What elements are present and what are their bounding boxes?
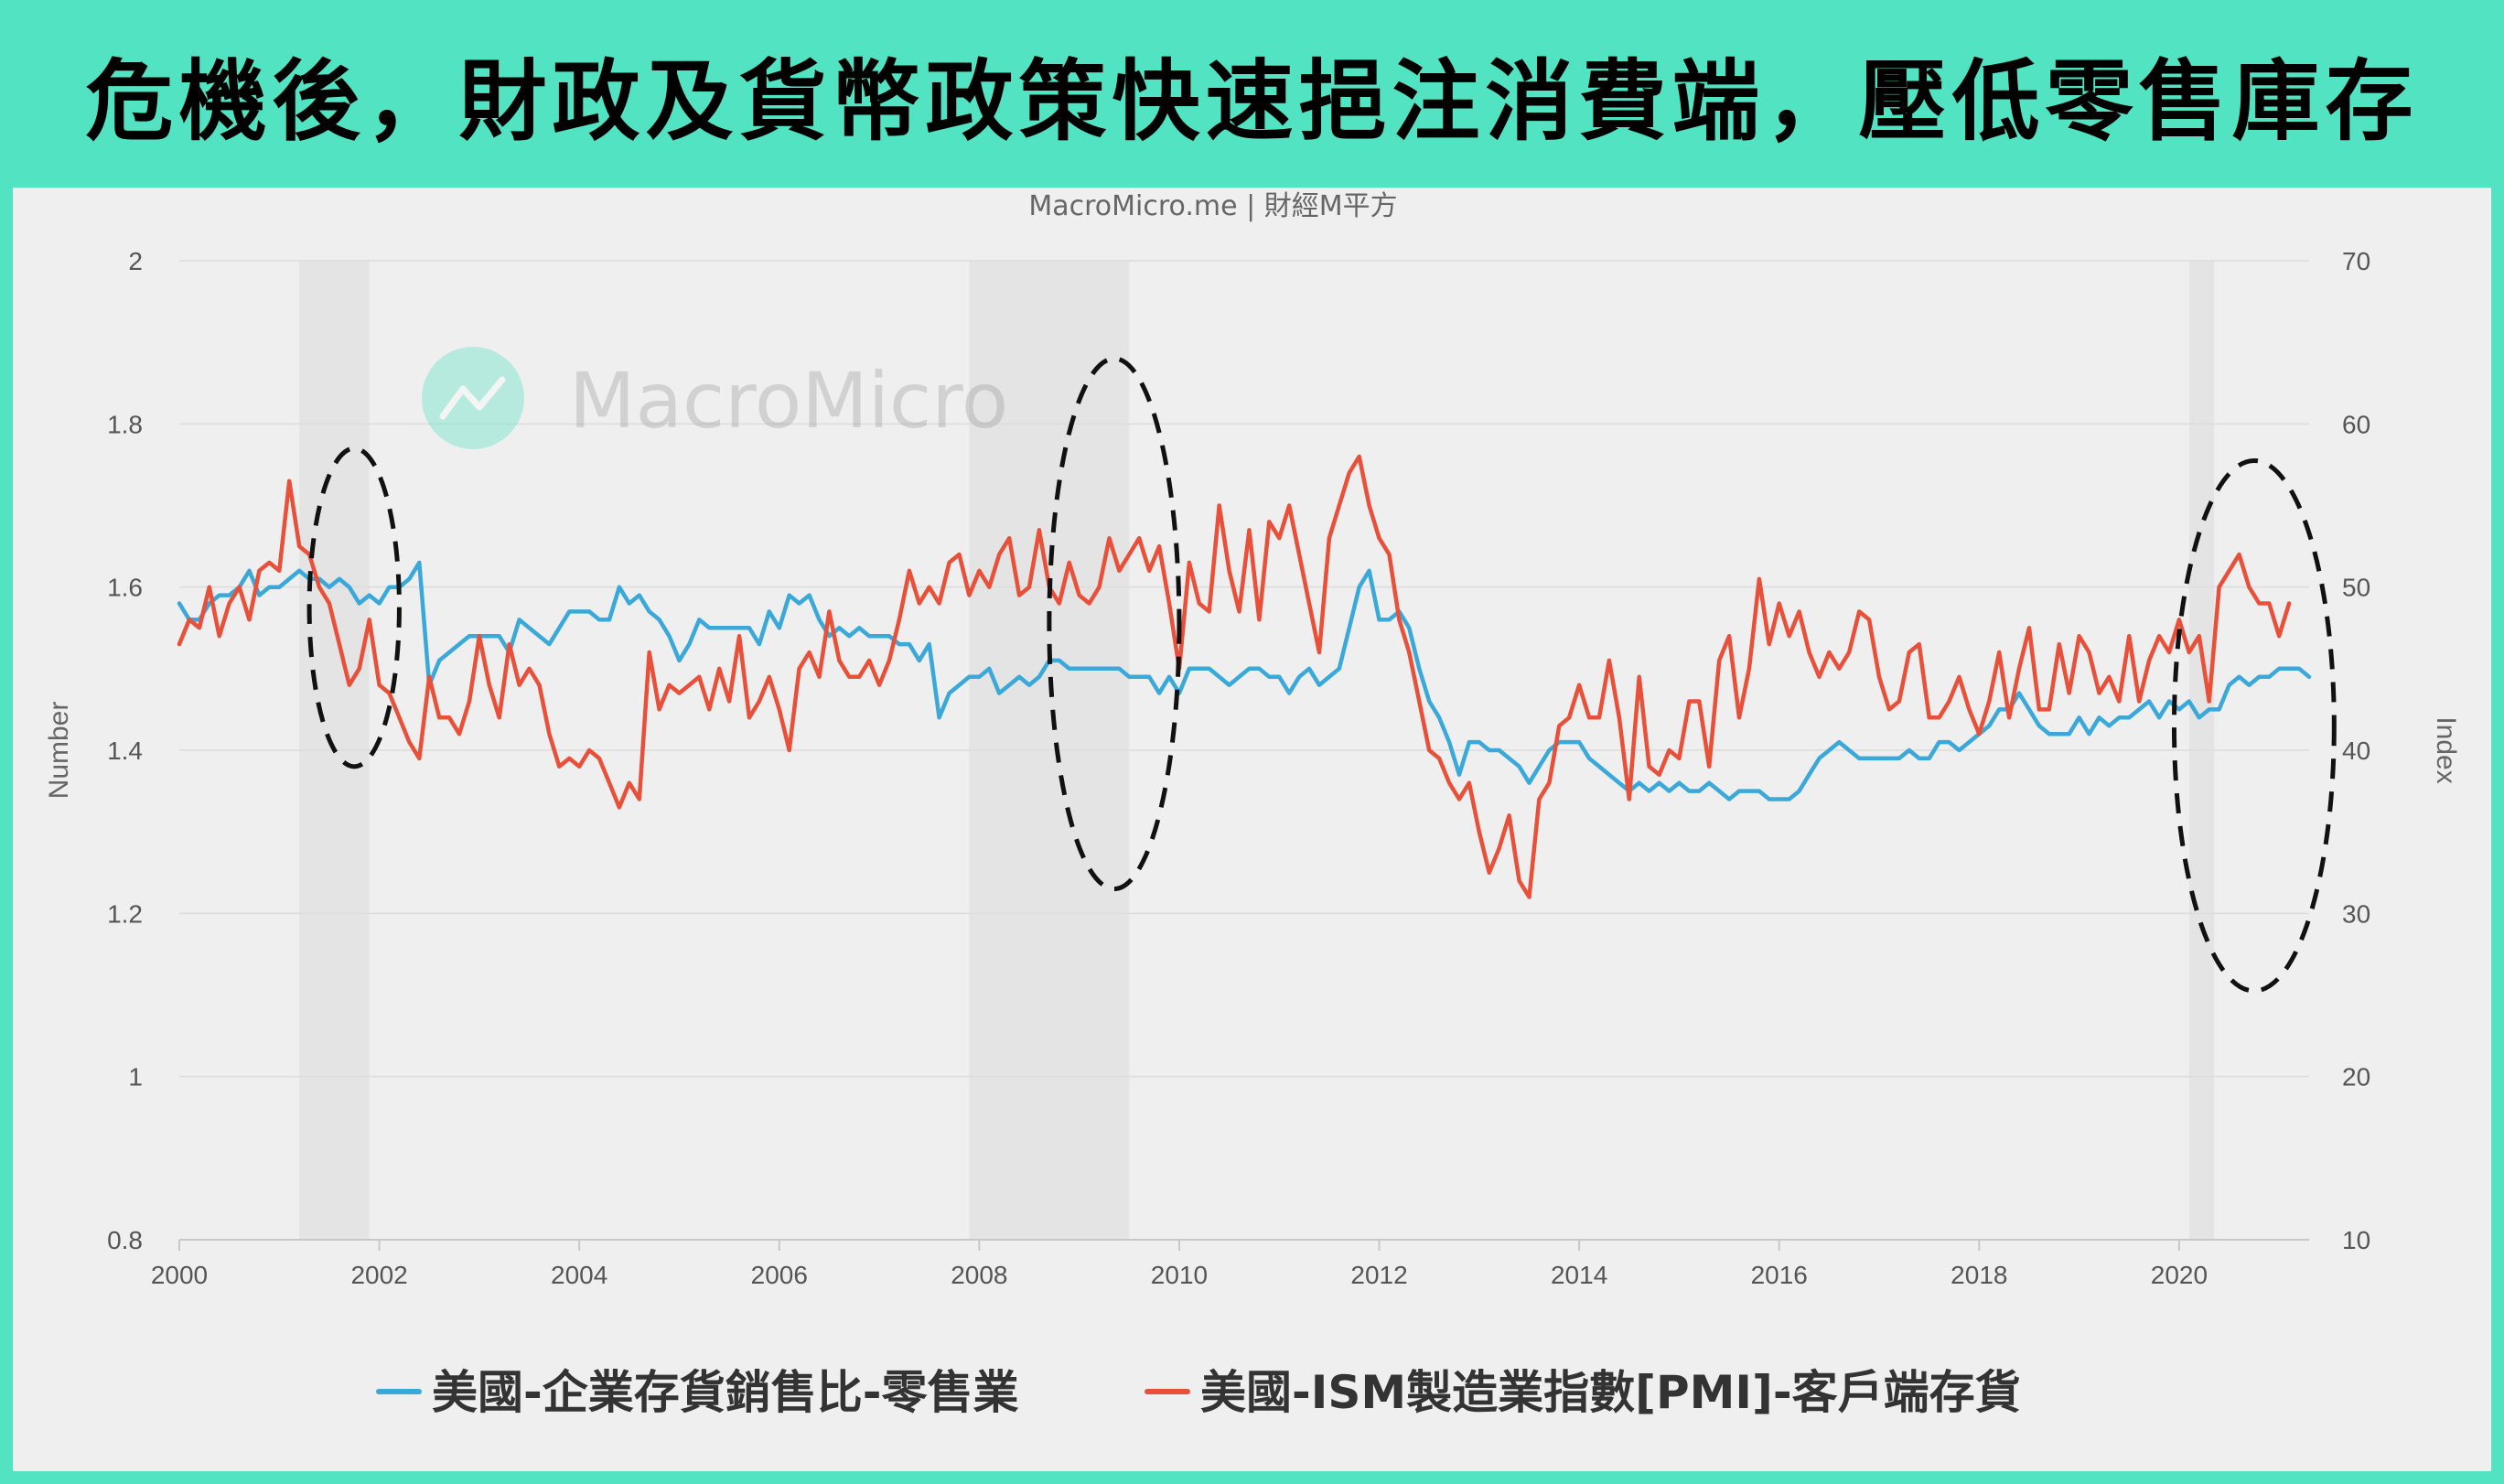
y-left-tick-label: 1.6 (107, 574, 143, 602)
legend: 美國-企業存貨銷售比-零售業 美國-ISM製造業指數[PMI]-客戶端存貨 (376, 1366, 2021, 1419)
watermark-logo-icon (422, 347, 524, 449)
watermark-text: MacroMicro (569, 356, 1008, 446)
highlight-ellipse-2 (2171, 457, 2337, 994)
y-left-tick-label: 1.4 (107, 737, 143, 765)
x-tick-label: 2012 (1350, 1261, 1407, 1289)
y-right-tick-label: 50 (2342, 574, 2370, 602)
x-tick-label: 2002 (350, 1261, 407, 1289)
y-right-axis-title: Index (2431, 716, 2461, 783)
y-right-tick-label: 60 (2342, 410, 2370, 438)
series-line-1 (177, 454, 2292, 899)
highlight-ellipse-0 (306, 446, 402, 769)
watermark: MacroMicro (422, 347, 1008, 449)
y-left-tick-label: 0.8 (107, 1226, 143, 1254)
chart-svg: 0.8 1 1.2 1.4 1.6 1.8 2 10 20 30 40 50 60 70 2000 2002 2… (44, 190, 2461, 1419)
highlight-ellipse-1 (1047, 356, 1182, 892)
x-tick-label: 2016 (1751, 1261, 1808, 1289)
y-left-tick-label: 1.2 (107, 899, 143, 928)
source-credit: MacroMicro.me | 財經M平方 (1028, 190, 1397, 222)
x-tick-label: 2010 (1151, 1261, 1208, 1289)
series-line-0 (177, 560, 2312, 801)
watermark-chart-icon (439, 376, 506, 420)
y-right-tick-label: 70 (2342, 247, 2370, 275)
x-tick-label: 2000 (151, 1261, 208, 1289)
y-right-tick-label: 30 (2342, 899, 2370, 928)
legend-label-1: 美國-ISM製造業指數[PMI]-客戶端存貨 (1200, 1366, 2021, 1419)
y-right-tick-label: 20 (2342, 1063, 2370, 1091)
y-right-tick-label: 40 (2342, 737, 2370, 765)
banner: 危機後，財政及貨幣政策快速挹注消費端，壓低零售庫存 (0, 0, 2504, 188)
y-left-tick-label: 1.8 (107, 410, 143, 438)
chart-panel: 0.8 1 1.2 1.4 1.6 1.8 2 10 20 30 40 50 60 70 2000 2002 2… (13, 188, 2491, 1471)
banner-title: 危機後，財政及貨幣政策快速挹注消費端，壓低零售庫存 (85, 50, 2419, 153)
y-left-tick-label: 2 (128, 247, 143, 275)
y-left-tick-label: 1 (128, 1063, 143, 1091)
x-tick-label: 2006 (751, 1261, 808, 1289)
y-left-axis-title: Number (44, 702, 74, 800)
x-tick-label: 2014 (1551, 1261, 1607, 1289)
legend-label-0: 美國-企業存貨銷售比-零售業 (432, 1366, 1019, 1419)
x-tick-label: 2020 (2151, 1261, 2208, 1289)
x-tick-label: 2008 (951, 1261, 1007, 1289)
x-tick-label: 2018 (1951, 1261, 2007, 1289)
x-tick-label: 2004 (551, 1261, 607, 1289)
y-right-tick-label: 10 (2342, 1226, 2370, 1254)
